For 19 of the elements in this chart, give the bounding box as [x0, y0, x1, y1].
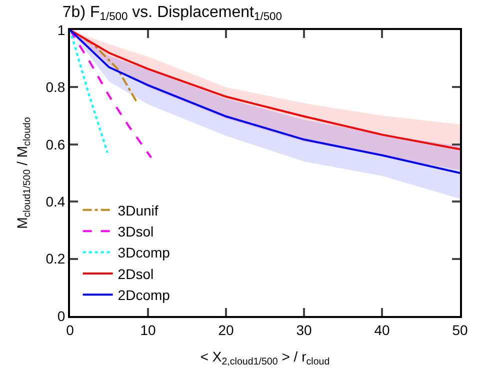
x-tick-label: 50	[452, 322, 468, 338]
legend-label: 3Dunif	[118, 202, 158, 218]
legend-label: 3Dsol	[118, 224, 154, 240]
y-tick-label: 1	[57, 22, 66, 38]
y-tick-label: 0.2	[46, 250, 66, 267]
y-tick-label: 0.6	[46, 136, 66, 152]
x-tick-label: 40	[374, 322, 390, 338]
legend-label: 3Dcomp	[118, 244, 170, 261]
x-tick-label: 20	[218, 322, 234, 338]
line-series	[70, 30, 152, 159]
y-tick-label: 0.8	[46, 79, 66, 96]
chart-title: 7b) F$_{1/500}$ vs. Displacement$_{1/500}$	[62, 4, 282, 24]
x-tick-label: 10	[140, 322, 156, 338]
y-tick-label: 0.4	[46, 194, 66, 210]
x-axis-title: < X$_{2,cloud}$$_{1/500}$ > / r$_{cloud}$	[200, 348, 330, 368]
legend-label: 2Dsol	[118, 266, 154, 282]
y-tick-label: 0	[57, 308, 66, 324]
x-tick-label: 30	[296, 322, 312, 338]
legend-label: 2Dcomp	[118, 287, 170, 304]
